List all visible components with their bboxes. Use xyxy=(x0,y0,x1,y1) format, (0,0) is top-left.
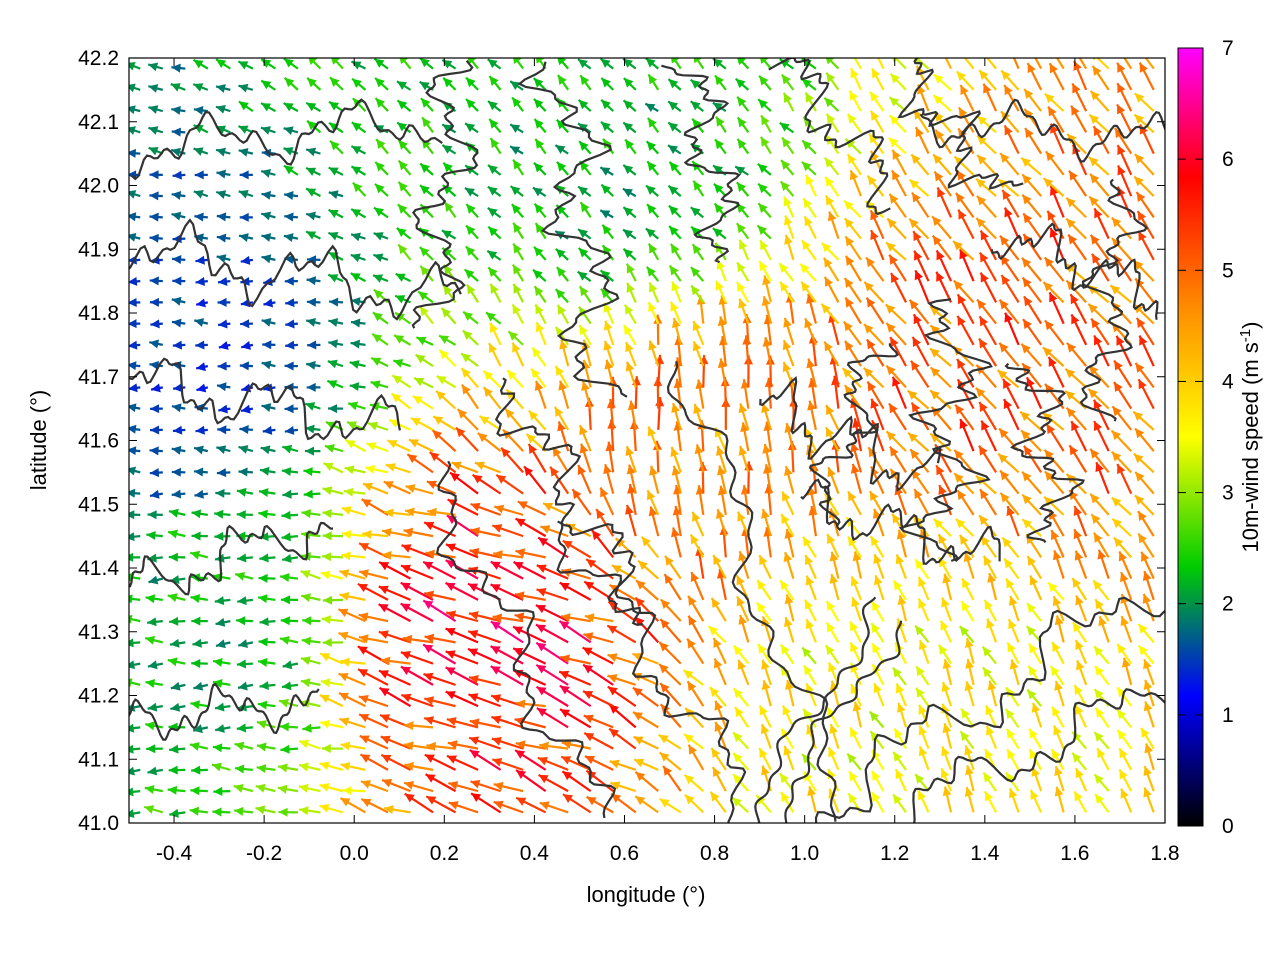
x-tick-label: -0.2 xyxy=(246,842,282,865)
y-tick-label: 41.3 xyxy=(78,621,119,644)
x-tick-label: 0.0 xyxy=(340,842,369,865)
x-tick-label: 1.4 xyxy=(970,842,1000,865)
x-tick-label: 1.2 xyxy=(880,842,909,865)
x-axis-label: longitude (°) xyxy=(587,882,706,907)
x-tick-label: 1.0 xyxy=(790,842,819,865)
y-tick-label: 42.0 xyxy=(78,175,119,198)
y-tick-label: 41.2 xyxy=(78,685,119,708)
y-tick-label: 41.9 xyxy=(78,238,119,261)
y-tick-label: 41.6 xyxy=(78,430,119,453)
y-tick-label: 42.2 xyxy=(78,47,119,70)
x-tick-label: 0.4 xyxy=(520,842,550,865)
colorbar-tick-label: 3 xyxy=(1222,482,1234,505)
x-tick-label: 0.8 xyxy=(700,842,729,865)
colorbar-tick-label: 6 xyxy=(1222,148,1234,171)
x-tick-label: 1.8 xyxy=(1150,842,1179,865)
colorbar-tick-label: 7 xyxy=(1222,37,1234,60)
x-tick-label: -0.4 xyxy=(156,842,193,865)
y-axis-label: latitude (°) xyxy=(26,390,51,491)
x-tick-label: 0.2 xyxy=(430,842,459,865)
colorbar-tick-label: 4 xyxy=(1222,370,1234,393)
y-tick-label: 41.0 xyxy=(78,812,119,835)
x-tick-label: 1.6 xyxy=(1060,842,1089,865)
colorbar-tick-label: 2 xyxy=(1222,593,1234,616)
y-tick-label: 41.1 xyxy=(78,748,119,771)
y-tick-label: 41.5 xyxy=(78,493,119,516)
colorbar-tick-label: 5 xyxy=(1222,259,1234,282)
y-tick-label: 41.4 xyxy=(78,557,119,580)
y-tick-label: 41.8 xyxy=(78,302,119,325)
colorbar-tick-label: 1 xyxy=(1222,704,1234,727)
y-tick-label: 41.7 xyxy=(78,366,119,389)
x-tick-label: 0.6 xyxy=(610,842,639,865)
colorbar xyxy=(1178,48,1203,826)
colorbar-label: 10m-wind speed (m s-1) xyxy=(1237,322,1263,553)
y-tick-label: 42.1 xyxy=(78,111,119,134)
colorbar-tick-label: 0 xyxy=(1222,815,1234,838)
